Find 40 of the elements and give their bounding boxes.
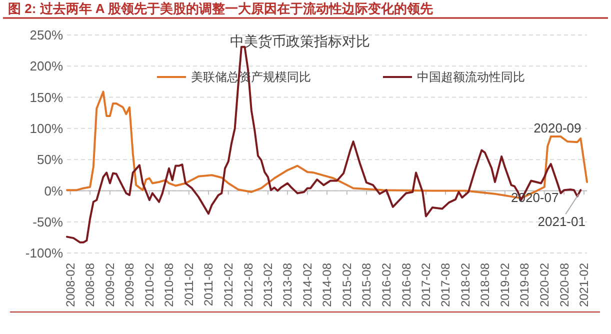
y-tick-label: 50%	[36, 152, 64, 168]
x-tick-label: 2017-08	[438, 262, 453, 308]
x-tick-label: 2013-02	[261, 262, 276, 308]
x-tick-label: 2016-02	[380, 262, 394, 308]
x-tick-label: 2020-08	[557, 262, 572, 308]
x-tick-label: 2016-08	[399, 262, 414, 308]
y-tick-label: 250%	[30, 28, 64, 43]
y-tick-label: -50%	[32, 214, 64, 230]
x-tick-label: 2020-02	[538, 262, 552, 308]
x-tick-label: 2012-02	[222, 262, 236, 308]
x-tick-label: 2010-08	[162, 262, 176, 308]
x-tick-label: 2015-02	[340, 262, 354, 308]
x-tick-label: 2018-08	[478, 262, 492, 308]
x-tick-label: 2015-08	[360, 262, 374, 308]
legend-label: 中国超额流动性同比	[417, 70, 525, 84]
annotation: 2020-09	[534, 120, 582, 136]
x-tick-label: 2014-02	[300, 262, 315, 308]
chart-title: 图 2: 过去两年 A 股领先于美股的调整一大原因在于流动性边际变化的领先	[8, 1, 433, 16]
x-tick-label: 2014-08	[320, 262, 334, 308]
x-tick-label: 2011-02	[182, 262, 196, 306]
x-tick-label: 2019-02	[498, 262, 512, 308]
x-tick-label: 2009-08	[122, 262, 137, 308]
annotation: 2021-01	[538, 214, 586, 230]
x-tick-label: 2011-08	[202, 262, 216, 306]
x-tick-label: 2008-08	[83, 262, 98, 308]
y-tick-label: 100%	[30, 120, 64, 136]
x-tick-label: 2009-02	[103, 262, 118, 308]
y-tick-label: 200%	[30, 58, 64, 74]
x-tick-label: 2008-02	[64, 262, 78, 308]
y-tick-label: -100%	[25, 246, 64, 261]
x-tick-label: 2012-08	[241, 262, 256, 308]
x-tick-label: 2018-02	[458, 262, 473, 308]
chart-subtitle: 中美货币政策指标对比	[230, 34, 370, 50]
y-tick-label: 0%	[44, 183, 64, 198]
x-tick-label: 2017-02	[419, 262, 434, 308]
x-tick-label: 2010-02	[142, 262, 157, 308]
y-tick-label: 150%	[30, 90, 64, 105]
x-tick-label: 2021-02	[577, 262, 592, 308]
x-tick-label: 2013-08	[280, 262, 295, 308]
x-tick-label: 2019-08	[518, 262, 532, 308]
